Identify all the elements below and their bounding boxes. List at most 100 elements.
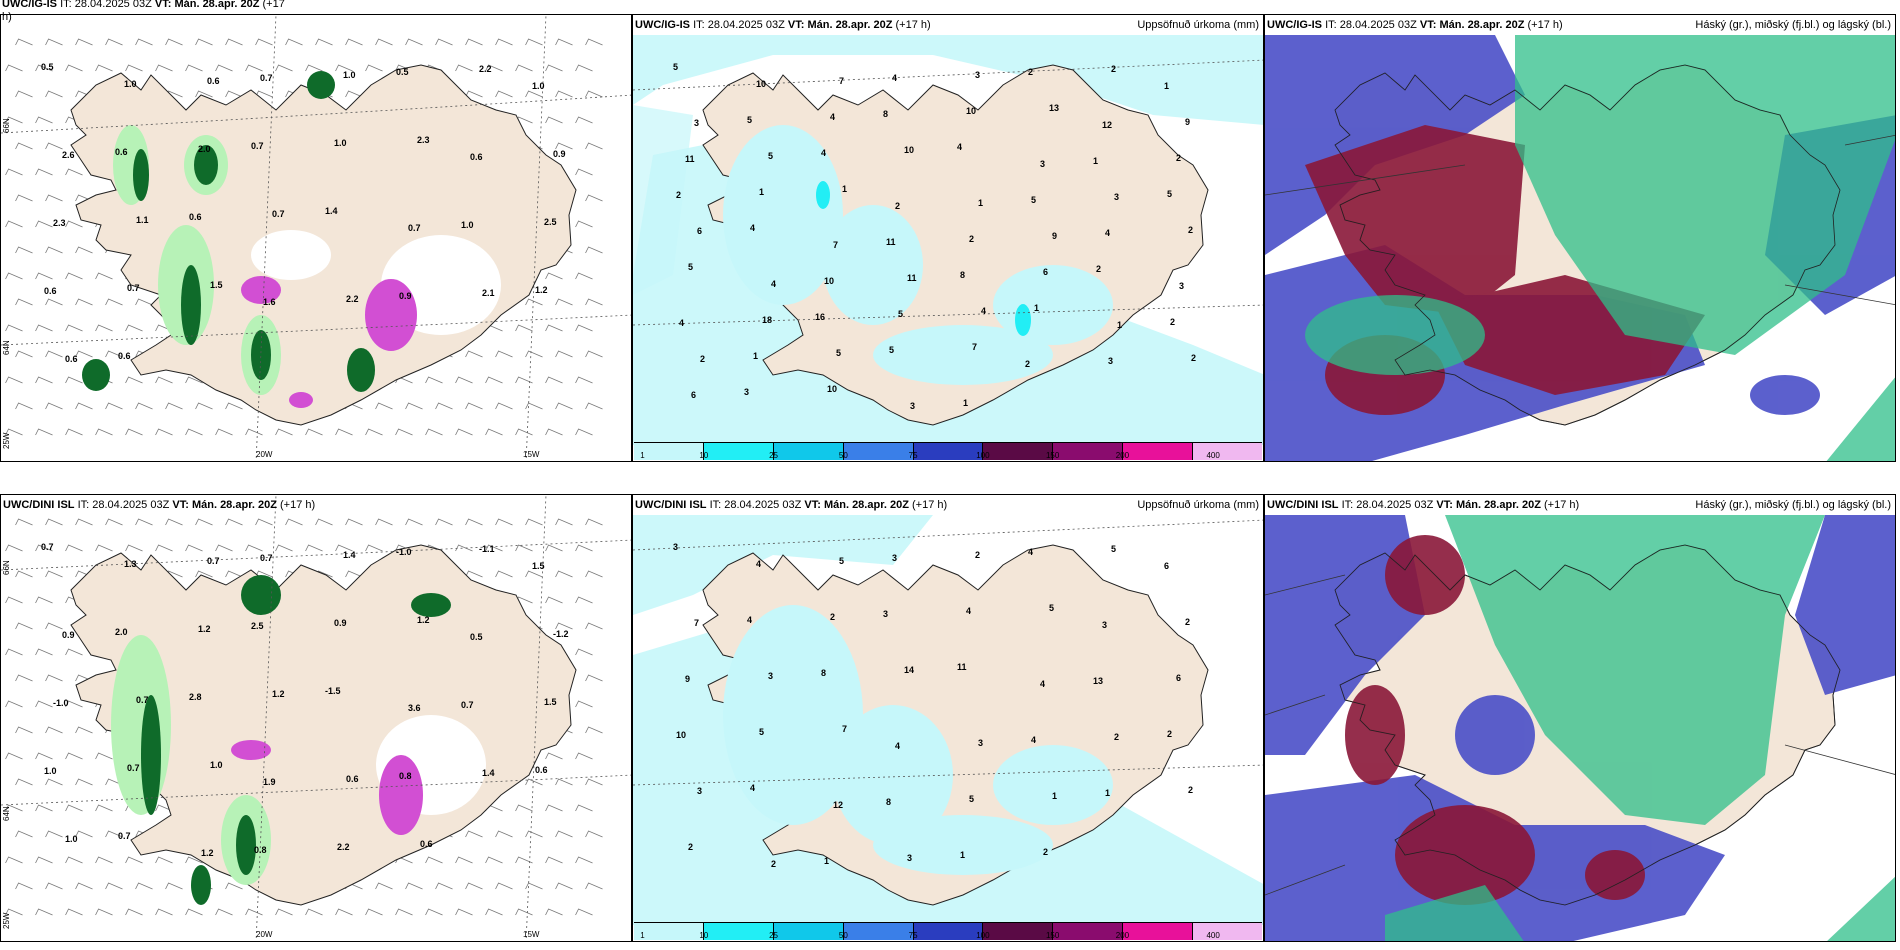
colorbar-segment (1053, 923, 1124, 940)
wind-barb (35, 220, 53, 228)
wind-barb (105, 350, 123, 358)
colorbar (634, 922, 1263, 940)
value-label: 3 (883, 609, 888, 619)
wind-barb (125, 908, 143, 916)
colorbar-label: 150 (1045, 451, 1060, 460)
colorbar-label: 10 (699, 451, 709, 460)
model-name: UWC/DINI ISL (635, 499, 707, 511)
wind-barb (335, 544, 353, 552)
value-label: 0.8 (254, 845, 267, 855)
value-label: 3 (744, 387, 749, 397)
wind-barb (15, 246, 33, 254)
wind-barb (335, 428, 353, 436)
wind-barb (455, 856, 473, 864)
wind-barb (455, 376, 473, 384)
wind-barb (45, 38, 63, 46)
wind-barb (575, 648, 593, 656)
value-label: 0.7 (127, 283, 140, 293)
value-label: 0.8 (399, 771, 412, 781)
wind-barb (365, 908, 383, 916)
wind-barb (135, 38, 153, 46)
value-label: 3 (1114, 192, 1119, 202)
value-label: 4 (821, 148, 826, 158)
colorbar-segment (1123, 923, 1194, 940)
value-label: 0.6 (470, 152, 483, 162)
wind-barb (45, 570, 63, 578)
wind-barb (5, 544, 23, 552)
wind-barb (5, 428, 23, 436)
wind-barb (545, 544, 563, 552)
wind-barb (515, 804, 533, 812)
precip-on-land (723, 605, 1113, 875)
it-label: IT: (60, 0, 72, 10)
wind-barb (575, 544, 593, 552)
value-label: 2.1 (482, 288, 495, 298)
value-label: 5 (898, 309, 903, 319)
wind-barb (495, 882, 513, 890)
value-label: 2 (688, 842, 693, 852)
wind-barb (575, 428, 593, 436)
wind-barb (35, 324, 53, 332)
wind-barb (215, 908, 233, 916)
wind-barb (35, 908, 53, 916)
value-label: 1.2 (201, 848, 214, 858)
value-label: 6 (691, 390, 696, 400)
vt-label: VT: (1436, 499, 1453, 511)
panel-header: UWC/DINI ISL IT: 28.04.2025 03Z VT: Mán.… (3, 499, 315, 512)
wind-barb (525, 570, 543, 578)
value-label: 5 (836, 348, 841, 358)
value-label: 13 (1093, 676, 1103, 686)
wind-barb (155, 908, 173, 916)
wind-barb (245, 908, 263, 916)
wind-barb (315, 38, 333, 46)
wind-barb (75, 726, 93, 734)
value-label: 5 (1031, 195, 1036, 205)
wind-barb (585, 90, 603, 98)
value-label: 1 (1034, 303, 1039, 313)
value-label: 1 (759, 187, 764, 197)
wind-barb (575, 804, 593, 812)
value-label: 1.4 (343, 550, 356, 560)
colorbar (634, 442, 1263, 460)
mid-cloud-areas (1305, 125, 1705, 415)
wind-barb (105, 882, 123, 890)
value-label: 3 (1179, 281, 1184, 291)
wind-barb (575, 376, 593, 384)
value-label: 16 (815, 312, 825, 322)
wind-barb (195, 38, 213, 46)
it-label: IT: (693, 19, 705, 31)
colorbar-label: 400 (1206, 451, 1220, 460)
value-label: 0.6 (535, 765, 548, 775)
value-label: 6 (697, 226, 702, 236)
colorbar-label: 100 (976, 451, 990, 460)
wind-barb (255, 38, 273, 46)
wind-barb (35, 856, 53, 864)
value-label: 12 (833, 800, 843, 810)
it-label: IT: (1341, 499, 1354, 511)
wind-barb (5, 116, 23, 124)
wind-barb (95, 544, 113, 552)
value-label: 1 (1105, 788, 1110, 798)
wind-barb (375, 402, 393, 410)
value-label: 3 (1102, 620, 1107, 630)
value-label: 3 (907, 853, 912, 863)
colorbar-segment (703, 923, 774, 940)
wind-barb (485, 64, 503, 72)
panel-precip-igis: UWC/IG-IS IT: 28.04.2025 03Z VT: Mán. 28… (632, 14, 1264, 462)
panel-header: UWC/DINI ISL IT: 28.04.2025 03Z VT: Mán.… (1267, 499, 1579, 512)
wind-barb (375, 38, 393, 46)
wind-barb (245, 544, 263, 552)
wind-barb (545, 856, 563, 864)
wind-barb (495, 38, 513, 46)
colorbar-label: 200 (1115, 931, 1130, 940)
wind-barb (125, 376, 143, 384)
wind-barb (95, 324, 113, 332)
value-label: 2 (1170, 317, 1175, 327)
value-label: 0.9 (334, 618, 347, 628)
value-label: 2 (700, 354, 705, 364)
wind-barb (45, 298, 63, 306)
value-label: 4 (957, 142, 962, 152)
vt-label: VT: (154, 0, 172, 10)
value-label: 2 (1167, 729, 1172, 739)
wind-barb (305, 544, 323, 552)
